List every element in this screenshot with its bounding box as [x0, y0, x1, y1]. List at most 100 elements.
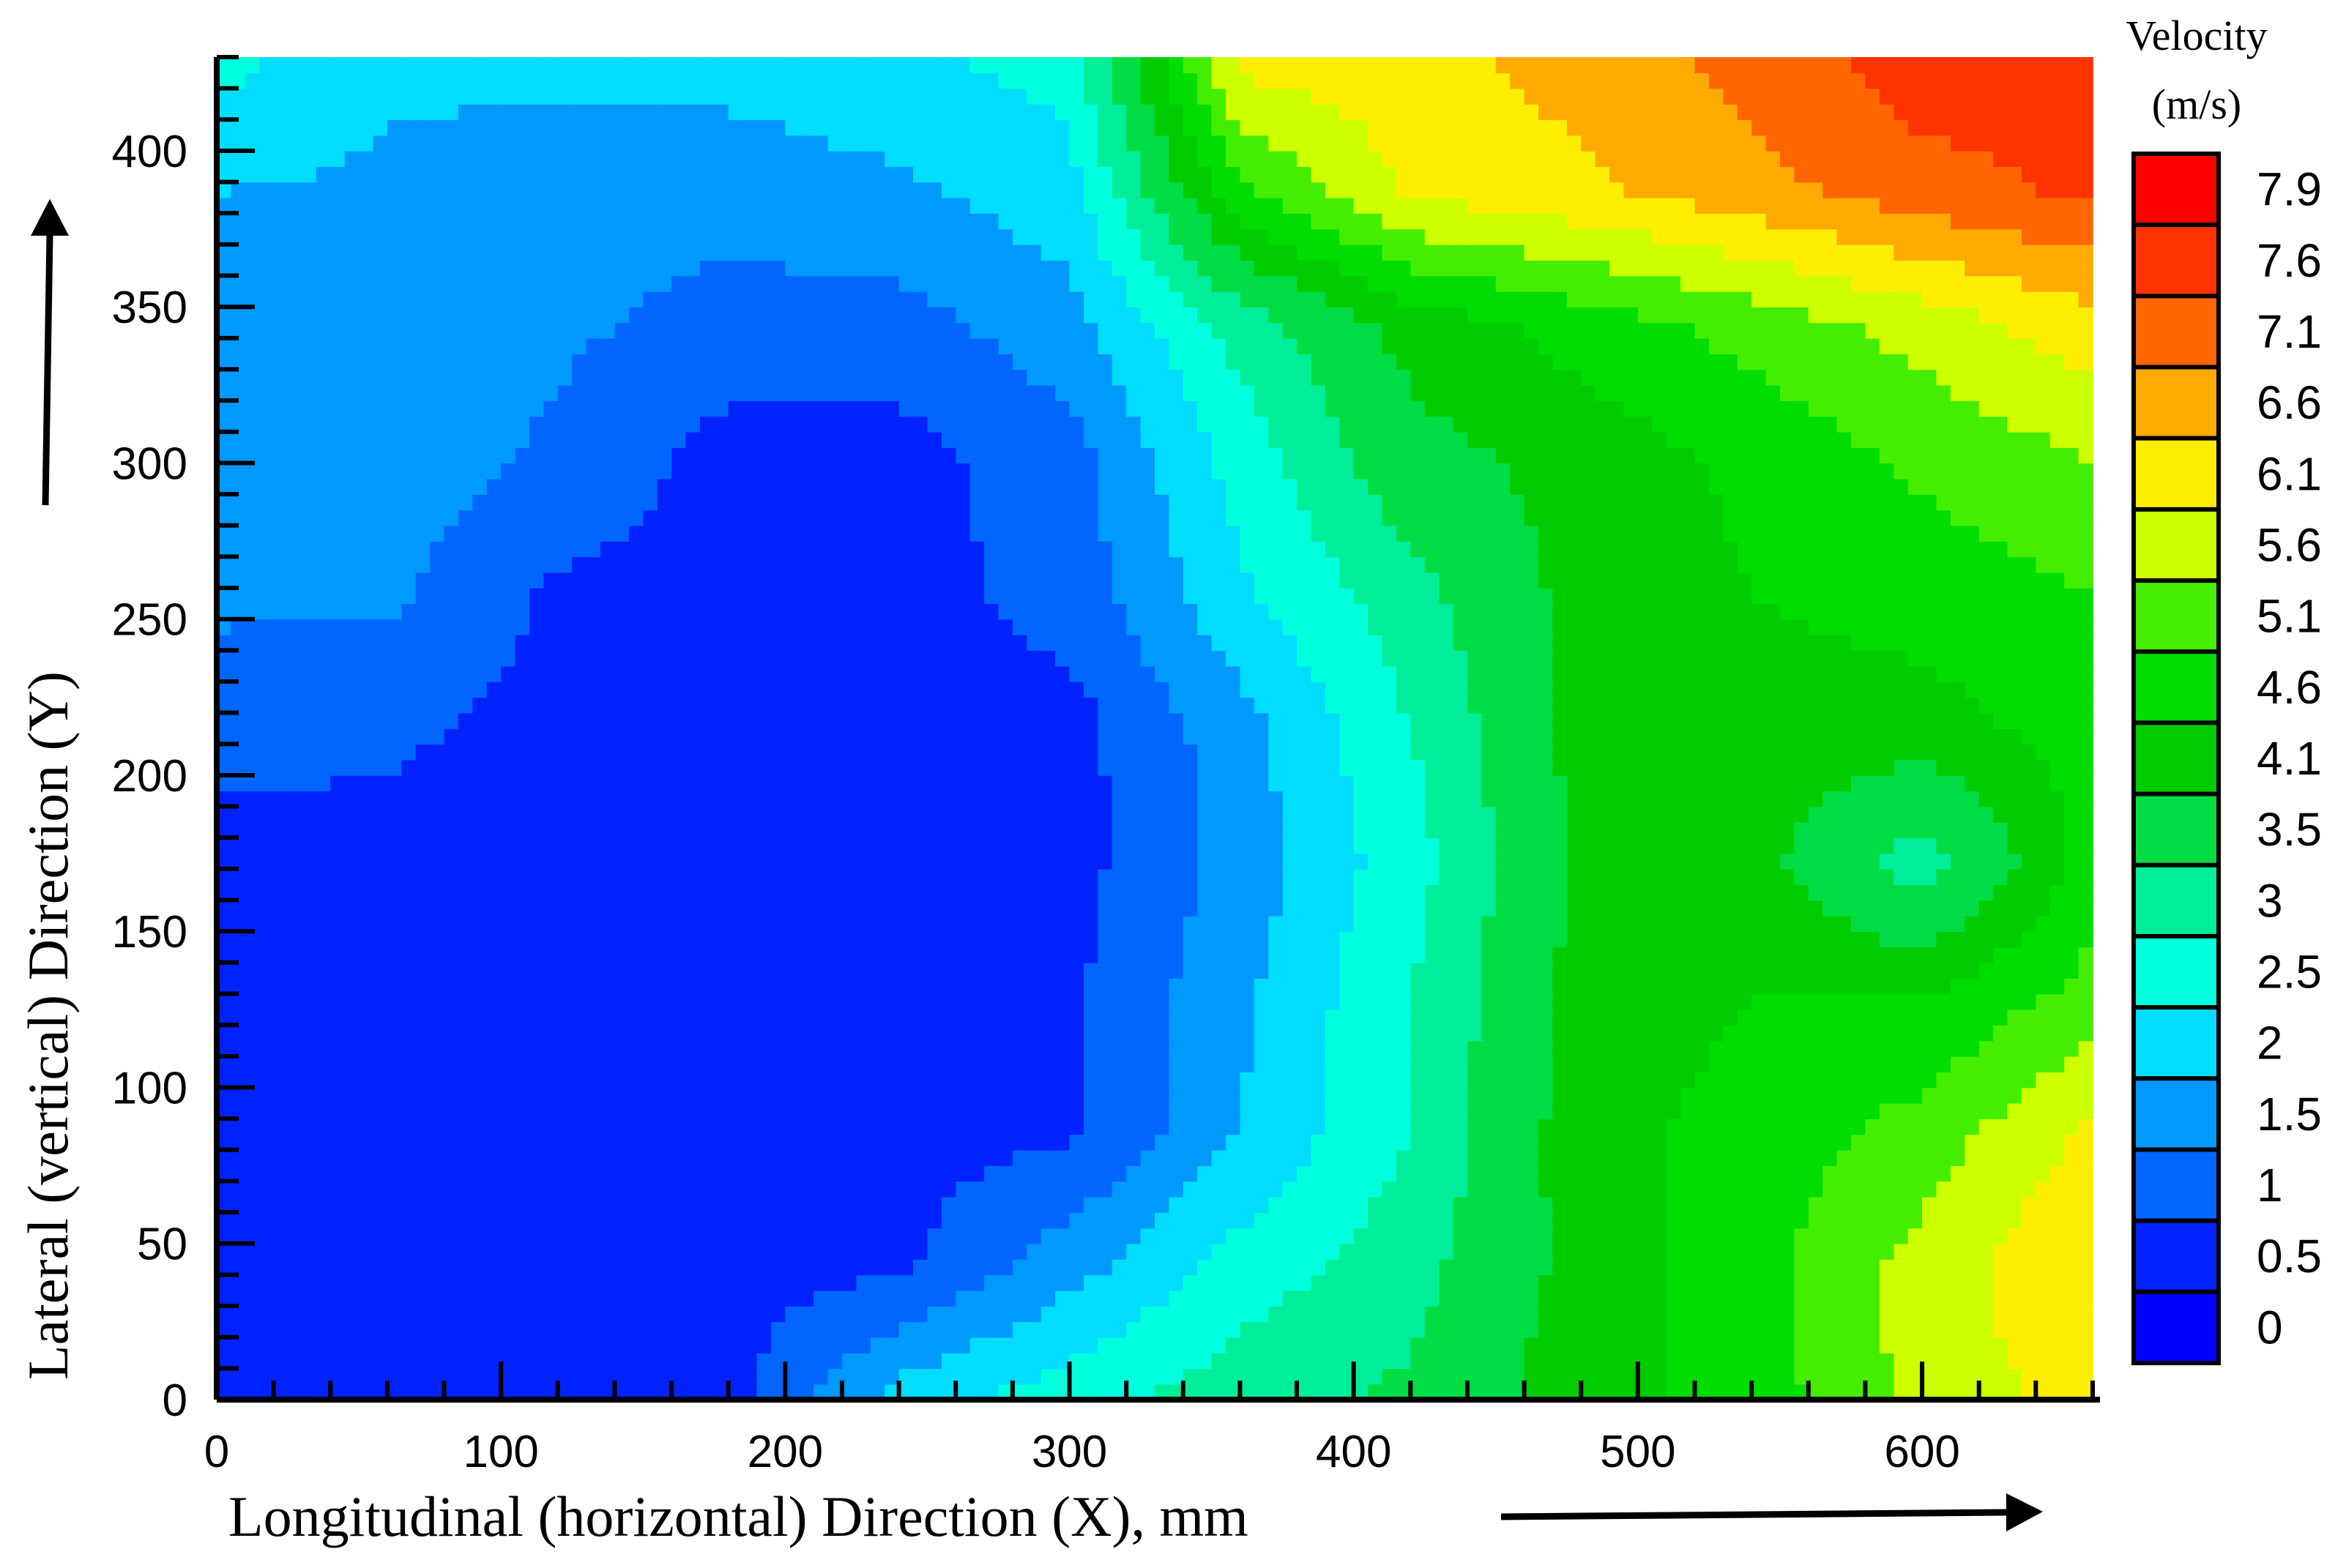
- contour-cell: [1282, 900, 1297, 916]
- contour-cell: [1694, 1072, 1710, 1089]
- contour-cell: [1368, 1181, 1383, 1198]
- contour-cell: [1325, 1306, 1341, 1323]
- contour-cell: [742, 900, 758, 916]
- contour-cell: [316, 853, 332, 870]
- contour-cell: [529, 1025, 545, 1042]
- contour-cell: [1027, 884, 1042, 901]
- contour-cell: [799, 1072, 814, 1089]
- contour-cell: [1780, 1368, 1795, 1385]
- contour-cell: [1652, 1149, 1667, 1166]
- contour-cell: [1794, 931, 1809, 948]
- contour-cell: [259, 1102, 275, 1119]
- contour-cell: [1765, 1274, 1781, 1291]
- contour-cell: [941, 915, 957, 932]
- contour-cell: [1098, 993, 1113, 1010]
- contour-cell: [1254, 915, 1270, 932]
- contour-cell: [657, 1384, 672, 1400]
- contour-cell: [1595, 1306, 1610, 1323]
- contour-cell: [1694, 1196, 1710, 1213]
- contour-cell: [359, 1119, 374, 1135]
- contour-cell: [1297, 1009, 1312, 1026]
- contour-cell: [728, 1119, 743, 1135]
- contour-cell: [1552, 1072, 1568, 1089]
- contour-cell: [1666, 837, 1681, 854]
- contour-cell: [1865, 1368, 1880, 1385]
- contour-cell: [1012, 978, 1028, 995]
- contour-cell: [913, 1119, 928, 1135]
- contour-cell: [1609, 1149, 1625, 1166]
- contour-cell: [259, 1025, 275, 1042]
- contour-cell: [1183, 931, 1198, 948]
- contour-cell: [799, 947, 814, 963]
- contour-cell: [756, 837, 772, 854]
- contour-cell: [1552, 1368, 1568, 1385]
- contour-cell: [956, 962, 971, 979]
- contour-cell: [1495, 837, 1511, 854]
- contour-cell: [1595, 915, 1610, 932]
- contour-cell: [401, 900, 417, 916]
- contour-cell: [486, 1009, 502, 1026]
- contour-cell: [785, 1119, 800, 1135]
- contour-cell: [1666, 931, 1681, 948]
- contour-cell: [316, 868, 332, 885]
- contour-cell: [1566, 947, 1582, 963]
- contour-cell: [572, 1056, 587, 1072]
- contour-cell: [1311, 1243, 1326, 1260]
- contour-cell: [1780, 1290, 1795, 1307]
- contour-cell: [927, 1009, 942, 1026]
- contour-cell: [756, 1243, 772, 1260]
- contour-cell: [671, 1149, 687, 1166]
- contour-cell: [1907, 1009, 1923, 1026]
- contour-cell: [1623, 868, 1639, 885]
- contour-cell: [998, 1181, 1013, 1198]
- contour-cell: [1566, 978, 1582, 995]
- contour-cell: [1084, 1119, 1099, 1135]
- contour-cell: [643, 1290, 658, 1307]
- contour-cell: [1140, 1274, 1155, 1291]
- contour-cell: [1552, 1102, 1568, 1119]
- contour-cell: [586, 1134, 601, 1151]
- contour-cell: [1382, 868, 1397, 885]
- contour-cell: [444, 1072, 459, 1089]
- contour-cell: [1666, 1259, 1681, 1276]
- contour-cell: [1552, 1228, 1568, 1244]
- contour-cell: [842, 947, 857, 963]
- contour-cell: [1183, 1181, 1198, 1198]
- contour-cell: [1780, 1102, 1795, 1119]
- contour-cell: [1907, 1259, 1923, 1276]
- contour-cell: [415, 884, 431, 901]
- contour-cell: [1836, 1165, 1852, 1182]
- contour-cell: [1666, 1337, 1681, 1354]
- contour-cell: [913, 993, 928, 1010]
- contour-cell: [1865, 1243, 1880, 1260]
- contour-cell: [1709, 1196, 1724, 1213]
- contour-cell: [1297, 1274, 1312, 1291]
- contour-cell: [913, 1228, 928, 1244]
- contour-cell: [572, 1368, 587, 1385]
- contour-cell: [1922, 884, 1937, 901]
- contour-cell: [1140, 1087, 1155, 1104]
- contour-cell: [1993, 1165, 2008, 1182]
- contour-cell: [458, 822, 474, 839]
- contour-cell: [1240, 962, 1255, 979]
- contour-cell: [643, 1259, 658, 1276]
- contour-cell: [1609, 1119, 1625, 1135]
- contour-cell: [1027, 1149, 1042, 1166]
- contour-cell: [941, 1384, 957, 1400]
- contour-cell: [1907, 1181, 1923, 1198]
- contour-cell: [969, 1102, 985, 1119]
- contour-cell: [1268, 1290, 1284, 1307]
- contour-cell: [956, 1072, 971, 1089]
- contour-cell: [771, 993, 786, 1010]
- contour-cell: [1851, 837, 1866, 854]
- contour-cell: [1040, 1290, 1056, 1307]
- contour-cell: [1453, 1196, 1468, 1213]
- contour-cell: [1040, 1102, 1056, 1119]
- contour-cell: [1098, 1102, 1113, 1119]
- contour-cell: [1780, 1181, 1795, 1198]
- contour-cell: [1325, 1321, 1341, 1338]
- contour-cell: [699, 1056, 715, 1072]
- contour-cell: [1282, 1134, 1297, 1151]
- contour-cell: [1084, 884, 1099, 901]
- contour-cell: [1410, 1009, 1426, 1026]
